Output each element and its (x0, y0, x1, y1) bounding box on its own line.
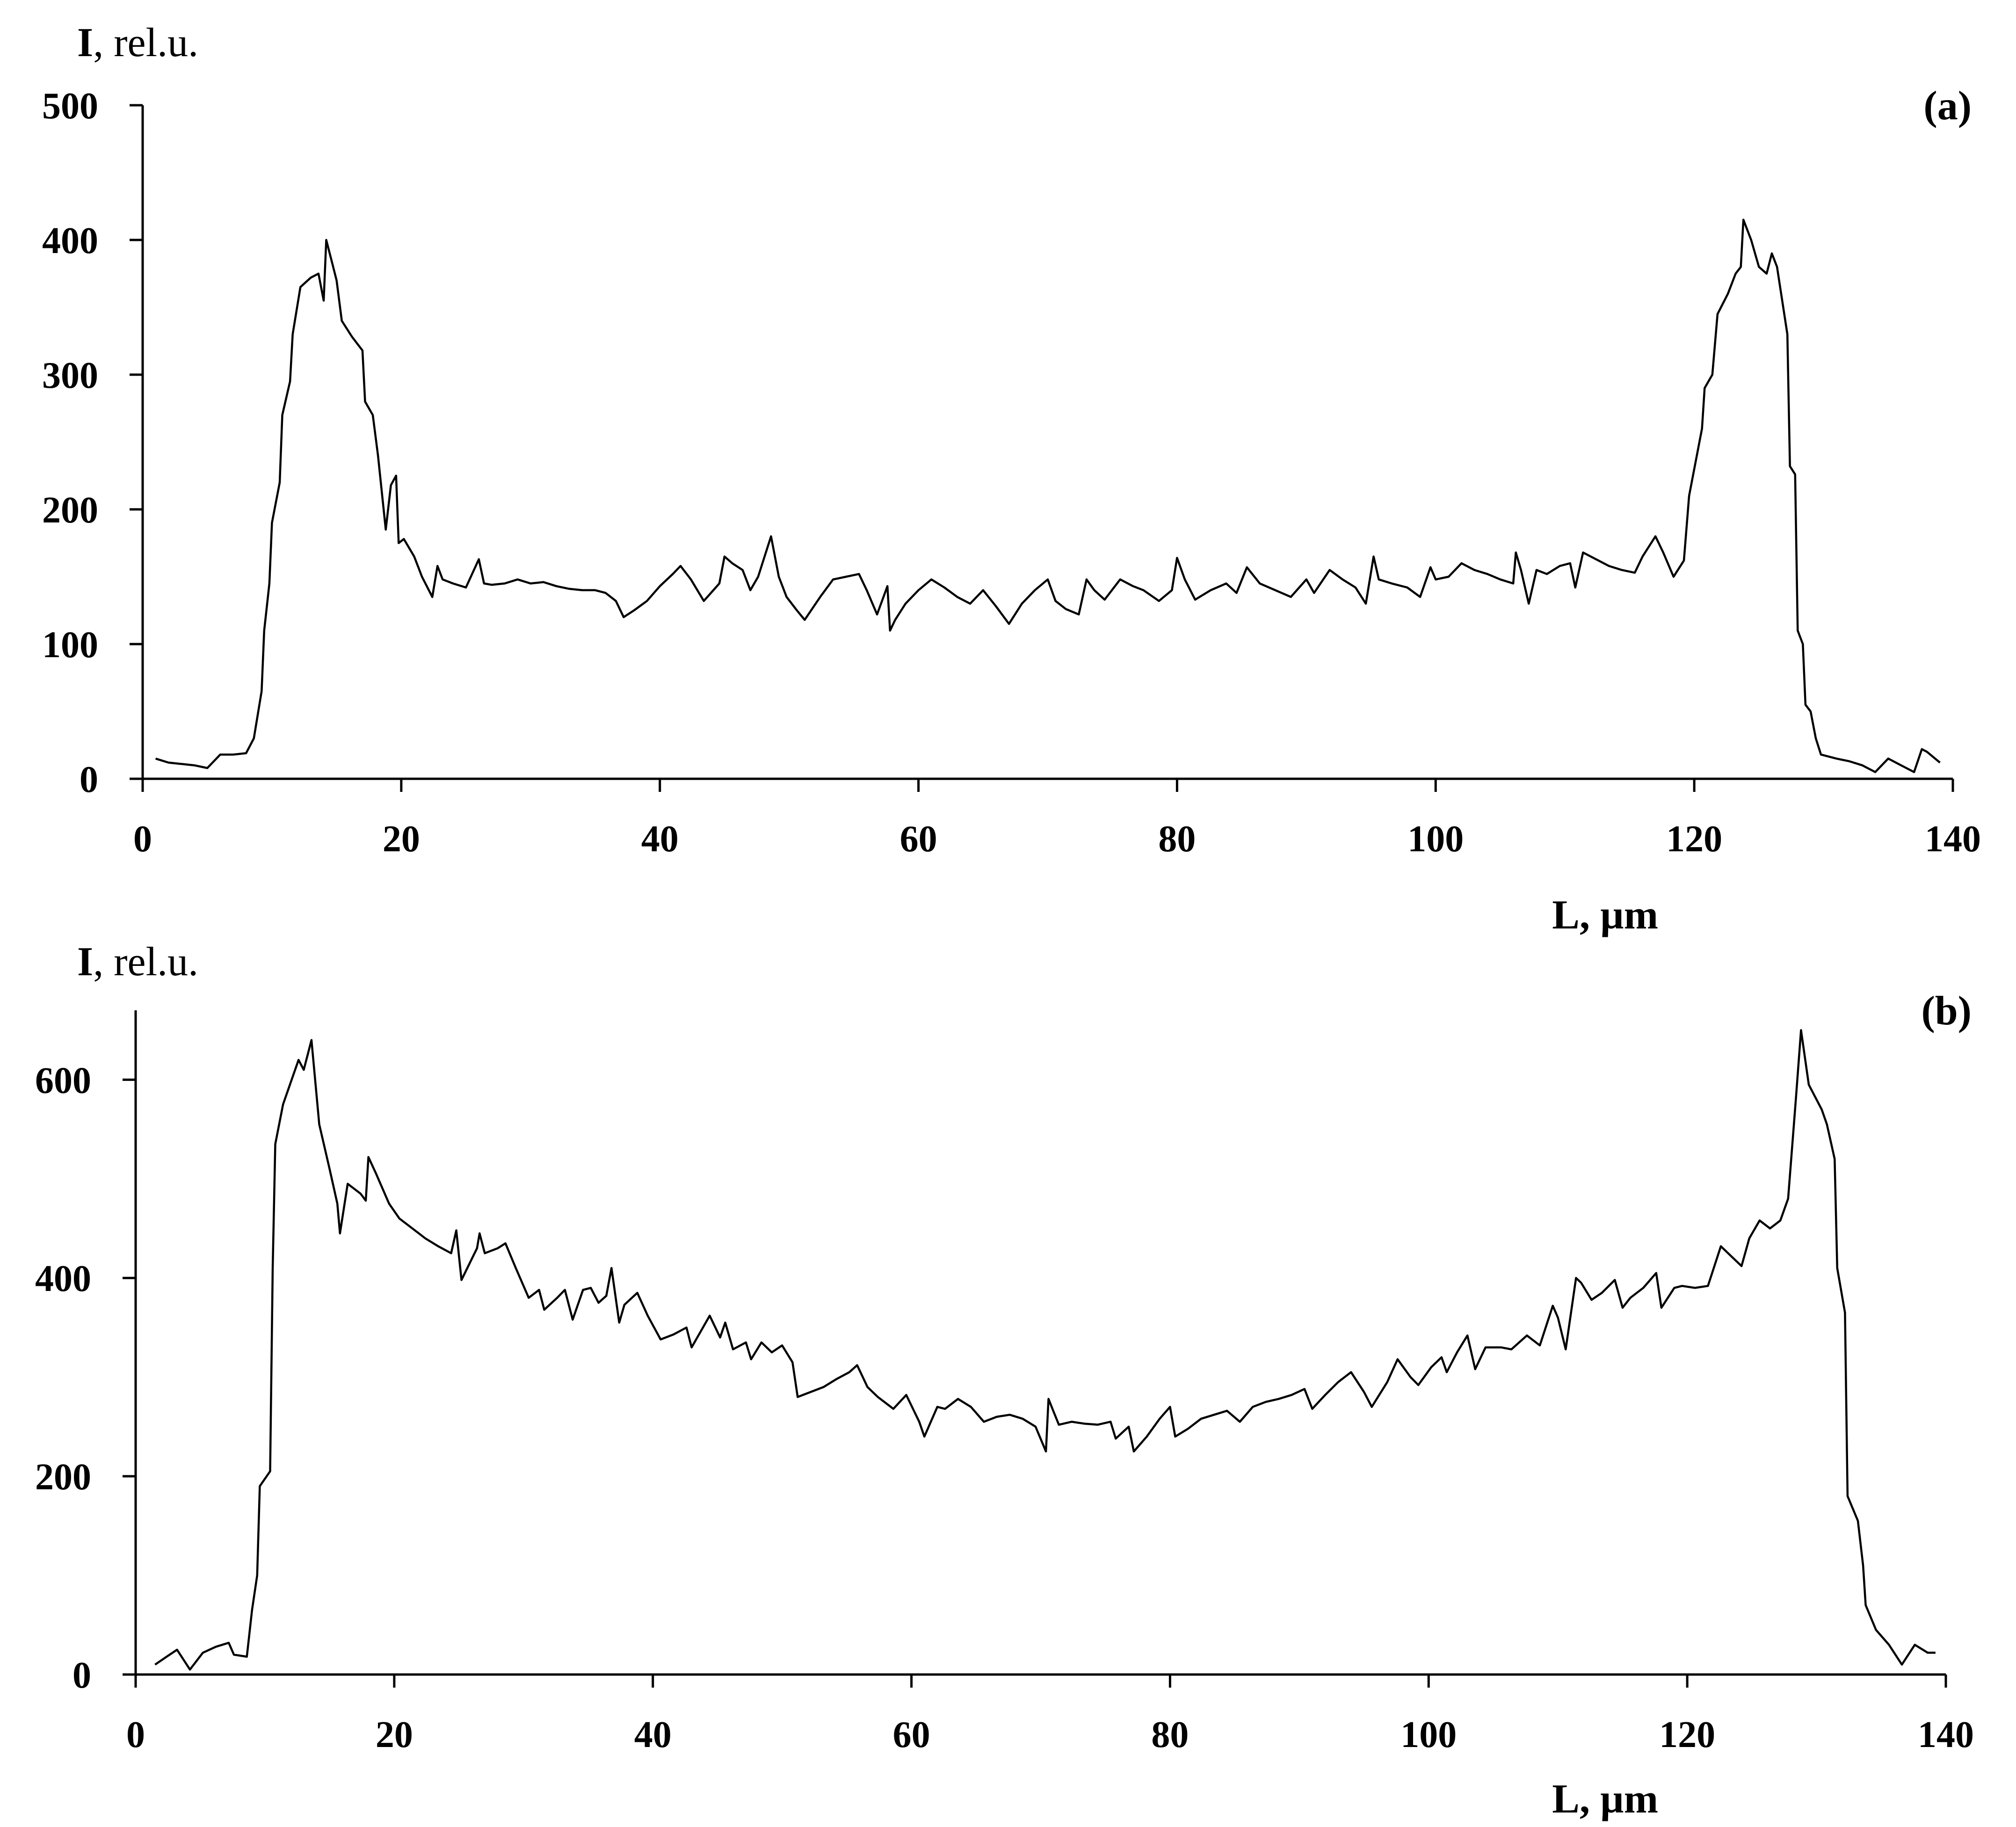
x-tick-label: 40 (634, 1714, 672, 1755)
y-tick-label: 400 (42, 220, 98, 261)
series-line (154, 1029, 1936, 1671)
x-tick-label: 80 (1151, 1714, 1189, 1755)
y-tick-label: 200 (35, 1457, 91, 1498)
x-tick-label: 40 (641, 819, 679, 860)
chart-panel-a: 0 20 40 60 80 100 120 140 0 100 200 300 400 500 I, rel… (42, 20, 1981, 938)
y-axis-title: I, rel.u. (77, 20, 198, 65)
x-tick-label: 60 (893, 1714, 930, 1755)
y-axis-title-symbol: I (77, 20, 93, 65)
y-tick-label: 100 (42, 624, 98, 666)
y-tick-label: 0 (80, 759, 98, 800)
x-tick-label: 60 (900, 819, 937, 860)
y-tick-label: 400 (35, 1258, 91, 1299)
x-axis-title: L, µm (1552, 892, 1658, 938)
x-tick-label: 0 (126, 1714, 145, 1755)
x-tick-label: 100 (1400, 1714, 1457, 1755)
x-tick-label: 140 (1925, 819, 1981, 860)
x-tick-label: 120 (1659, 1714, 1715, 1755)
y-axis-title-unit: , rel.u. (93, 939, 198, 985)
x-axis-title: L, µm (1552, 1776, 1658, 1822)
panel-label: (b) (1921, 988, 1972, 1034)
chart-panel-b: 0 20 40 60 80 100 120 140 0 200 400 600 I, rel.u. L, … (35, 939, 1974, 1822)
x-tick-label: 80 (1158, 819, 1196, 860)
y-tick-label: 300 (42, 355, 98, 396)
x-tick-label: 140 (1918, 1714, 1974, 1755)
y-axis-title: I, rel.u. (77, 939, 198, 985)
y-axis-title-symbol: I (77, 939, 93, 985)
panel-label: (a) (1923, 83, 1972, 129)
x-tick-label: 20 (376, 1714, 413, 1755)
series-line (155, 218, 1941, 773)
y-tick-label: 600 (35, 1060, 91, 1101)
x-tick-label: 100 (1407, 819, 1464, 860)
x-tick-label: 20 (383, 819, 420, 860)
x-tick-label: 120 (1666, 819, 1722, 860)
y-tick-label: 500 (42, 86, 98, 127)
y-axis-title-unit: , rel.u. (93, 20, 198, 65)
y-tick-label: 0 (73, 1655, 91, 1696)
x-tick-label: 0 (133, 819, 152, 860)
y-tick-label: 200 (42, 490, 98, 531)
